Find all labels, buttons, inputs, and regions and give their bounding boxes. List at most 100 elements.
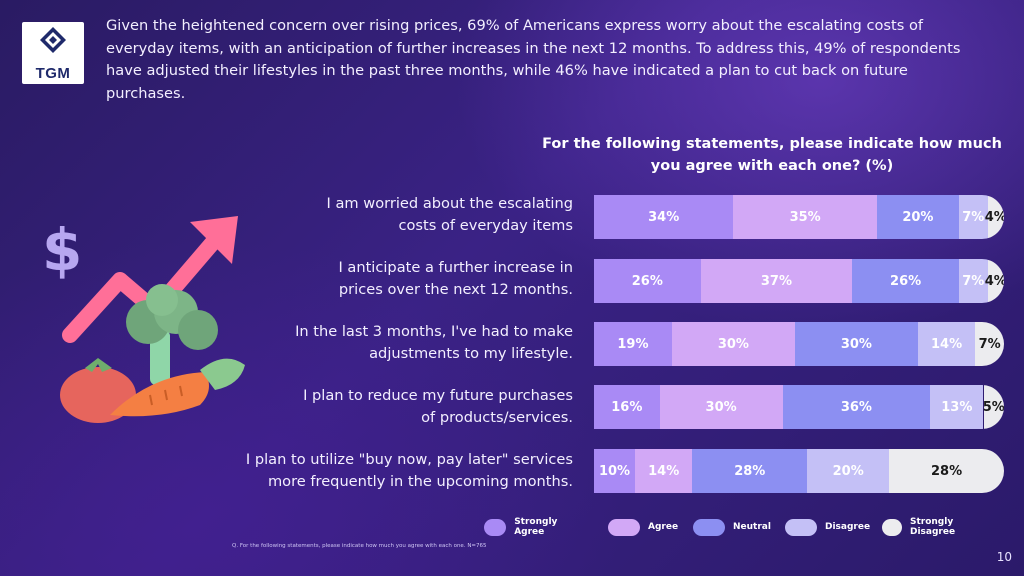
row-label-line: I anticipate a further increase in <box>338 259 573 276</box>
data-label: 7% <box>962 273 985 289</box>
legend-swatch <box>484 518 507 536</box>
bar-segment-strongly-agree: 19% <box>594 322 672 366</box>
intro-paragraph: Given the heightened concern over rising… <box>106 17 961 102</box>
row-label-adjustments: In the last 3 months, I've had to make a… <box>193 321 573 365</box>
data-label: 34% <box>648 209 680 225</box>
row-label-line: I am worried about the escalating <box>326 195 573 212</box>
data-label: 16% <box>611 399 643 415</box>
bar-segment-agree: 14% <box>635 449 693 493</box>
legend-swatch <box>785 518 817 536</box>
bar-segment-strongly-disagree: 5% <box>982 385 1004 429</box>
row-label-line: costs of everyday items <box>398 217 573 234</box>
data-label: 35% <box>789 209 821 225</box>
rising-prices-illustration: $ <box>42 216 245 423</box>
tgm-logo: TGM <box>22 22 84 84</box>
bar-row: 10% 14% 28% 20% 28% <box>594 449 1004 493</box>
bar-row: 26% 37% 26% 7%4% <box>594 259 1004 303</box>
legend-label: Neutral <box>733 522 771 532</box>
data-label: 5% <box>982 399 1004 415</box>
data-label: 19% <box>617 336 649 352</box>
bar-segment-strongly-agree: 34% <box>594 195 734 239</box>
row-label-line: I plan to utilize "buy now, pay later" s… <box>245 451 573 468</box>
svg-text:$: $ <box>42 216 82 284</box>
bar-segment-agree: 37% <box>700 259 853 303</box>
data-label: 14% <box>931 336 963 352</box>
bar-segment-strongly-disagree: 7% <box>975 322 1004 366</box>
bar-segment-agree: 30% <box>671 322 795 366</box>
dollar-icon: $ <box>42 216 82 284</box>
row-label-reduce: I plan to reduce my future purchases of … <box>193 385 573 429</box>
row-label-line: I plan to reduce my future purchases <box>303 387 573 404</box>
bar-segment-neutral: 36% <box>782 385 931 429</box>
bar-segment-disagree: 7% <box>958 259 988 303</box>
logo-diamond-icon <box>40 27 66 53</box>
chart-title-line-1: For the following statements, please ind… <box>542 136 1002 152</box>
data-label: 30% <box>717 336 749 352</box>
bar-segment-neutral: 30% <box>794 322 918 366</box>
legend-swatch <box>882 518 902 536</box>
carrot-icon <box>110 358 245 417</box>
data-label: 4% <box>984 273 1004 289</box>
row-label-line: prices over the next 12 months. <box>338 281 573 298</box>
legend-label: Disagree <box>825 522 871 532</box>
legend-label: Strongly Agree <box>514 517 558 537</box>
legend-item-disagree: Disagree <box>785 517 870 537</box>
broccoli-icon <box>126 284 218 385</box>
data-label: 14% <box>648 463 680 479</box>
data-label: 13% <box>941 399 973 415</box>
trend-arrow-icon <box>62 216 238 343</box>
bar-segment-disagree: 14% <box>917 322 976 366</box>
row-label-line: In the last 3 months, I've had to make <box>295 323 573 340</box>
bar-segment-strongly-agree: 10% <box>594 449 635 493</box>
data-label: 28% <box>734 463 766 479</box>
row-label-line: more frequently in the upcoming months. <box>267 473 573 490</box>
data-label: 37% <box>760 273 792 289</box>
bar-segment-strongly-agree: 16% <box>594 385 660 429</box>
row-label-worried: I am worried about the escalating costs … <box>193 193 573 237</box>
bar-segment-neutral: 28% <box>692 449 808 493</box>
bar-segment-strongly-disagree: 28% <box>889 449 1004 493</box>
data-label: 30% <box>705 399 737 415</box>
data-label: 36% <box>840 399 872 415</box>
logo-text: TGM <box>35 65 71 82</box>
data-label: 7% <box>978 336 1001 352</box>
bar-segment-agree: 35% <box>733 195 877 239</box>
bar-segment-disagree: 7% <box>958 195 988 239</box>
bar-row: 19% 30% 30% 14% 7% <box>594 322 1004 366</box>
bar-segment-strongly-agree: 26% <box>594 259 701 303</box>
chart-title: For the following statements, please ind… <box>530 133 1014 177</box>
legend-label: Strongly Disagree <box>909 517 956 537</box>
row-label-anticipate: I anticipate a further increase in price… <box>193 257 573 301</box>
legend-swatch <box>693 518 725 536</box>
data-label: 26% <box>631 273 663 289</box>
footnote: Q. For the following statements, please … <box>232 543 487 549</box>
data-label: 26% <box>890 273 922 289</box>
legend-item-agree: Agree <box>608 517 678 537</box>
legend-item-neutral: Neutral <box>693 517 771 537</box>
data-label: 28% <box>931 463 963 479</box>
data-label: 20% <box>832 463 864 479</box>
bar-segment-strongly-disagree: 4% <box>984 259 1004 303</box>
bar-segment-disagree: 20% <box>807 449 890 493</box>
data-label: 30% <box>840 336 872 352</box>
data-label: 4% <box>984 209 1004 225</box>
bar-segment-strongly-disagree: 4% <box>984 195 1004 239</box>
page-number: 10 <box>996 550 1012 564</box>
legend-label: Agree <box>648 522 679 532</box>
legend-item-strongly-agree: Strongly Agree <box>484 517 567 537</box>
row-label-line: adjustments to my lifestyle. <box>369 345 573 362</box>
data-label: 10% <box>598 463 631 479</box>
bar-segment-agree: 30% <box>659 385 783 429</box>
bar-segment-neutral: 20% <box>876 195 959 239</box>
bar-row: 16% 30% 36% 13% 5% <box>594 385 1004 429</box>
row-label-line: of products/services. <box>421 409 573 426</box>
legend-item-strongly-disagree: Strongly Disagree <box>882 517 967 537</box>
bar-segment-disagree: 13% <box>930 385 984 429</box>
data-label: 7% <box>962 209 985 225</box>
data-label: 20% <box>902 209 934 225</box>
legend-swatch <box>608 518 640 536</box>
chart-title-line-2: you agree with each one? (%) <box>650 158 894 174</box>
bar-segment-neutral: 26% <box>852 259 959 303</box>
bar-row: 34% 35% 20% 7%4% <box>594 195 1004 239</box>
row-label-bnpl: I plan to utilize "buy now, pay later" s… <box>193 449 573 493</box>
